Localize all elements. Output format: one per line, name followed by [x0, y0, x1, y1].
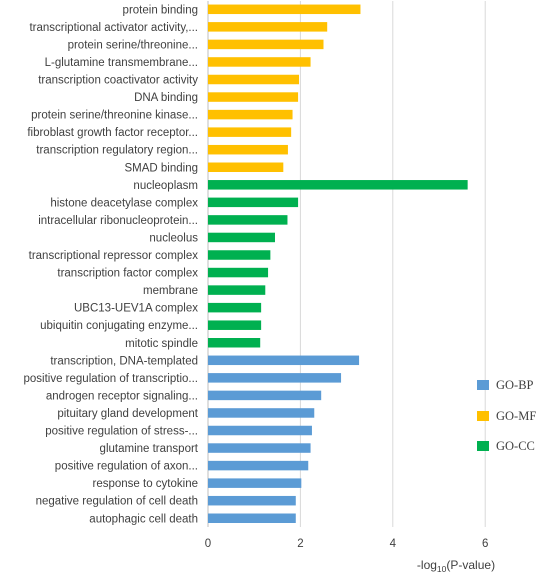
gridlines [207, 1, 486, 527]
bars [208, 4, 468, 523]
x-tick-label: 4 [390, 538, 397, 550]
bar [208, 390, 322, 401]
category-label: transcription factor complex [57, 268, 198, 280]
bar [208, 92, 299, 102]
category-label: membrane [143, 285, 198, 297]
x-axis-title-prefix: -log [417, 558, 437, 572]
category-label: positive regulation of axon... [55, 461, 198, 473]
bar [208, 74, 300, 85]
category-label: protein serine/threonine... [68, 39, 198, 51]
category-label: L-glutamine transmembrane... [45, 57, 198, 69]
category-label: response to cytokine [93, 478, 198, 490]
bar [208, 57, 311, 67]
bar [208, 22, 328, 32]
legend-label: GO-BP [496, 378, 534, 392]
bar [208, 39, 324, 50]
bar [208, 320, 262, 330]
category-label: SMAD binding [124, 162, 198, 174]
category-label: positive regulation of transcriptio... [23, 373, 198, 385]
x-tick-label: 6 [482, 538, 488, 550]
category-label: nucleolus [149, 232, 198, 244]
category-label: androgen receptor signaling... [46, 390, 198, 402]
bar [208, 478, 302, 488]
x-tick-labels: 0 2 4 6 [205, 538, 489, 550]
category-label: protein serine/threonine kinase... [31, 110, 198, 122]
legend-label: GO-MF [496, 409, 536, 423]
category-label: transcription coactivator activity [38, 75, 198, 87]
bar [208, 425, 312, 436]
bar [208, 144, 288, 155]
category-label: nucleoplasm [133, 180, 198, 192]
x-tick-label: 2 [297, 538, 303, 550]
bar [208, 215, 288, 225]
x-tick-label: 0 [205, 538, 211, 550]
category-label: histone deacetylase complex [50, 197, 198, 209]
category-label: fibroblast growth factor receptor... [27, 127, 198, 139]
category-label: negative regulation of cell death [36, 496, 198, 508]
category-label: mitotic spindle [125, 338, 198, 350]
category-label: glutamine transport [100, 443, 199, 455]
bar [208, 285, 266, 295]
bar [208, 197, 299, 208]
bar [208, 232, 275, 243]
bar [208, 267, 269, 278]
bar [208, 443, 311, 453]
bar [208, 408, 315, 418]
bar [208, 162, 284, 172]
category-label: transcriptional repressor complex [29, 250, 199, 262]
category-label: transcription regulatory region... [36, 145, 198, 157]
bar [208, 338, 261, 348]
bar [208, 460, 309, 471]
x-axis-title: -log10(P-value) [417, 558, 495, 574]
bar [208, 109, 293, 120]
category-label: pituitary gland development [57, 408, 198, 420]
category-labels: protein binding transcriptional activator… [23, 4, 198, 525]
bar [208, 180, 468, 190]
legend-swatch [477, 441, 489, 451]
bar [208, 4, 361, 15]
bar [208, 513, 296, 523]
legend-swatch [477, 380, 489, 390]
bar [208, 250, 271, 260]
x-axis-title-suffix: (P-value) [446, 558, 495, 572]
category-label: positive regulation of stress-... [45, 426, 198, 438]
category-label: transcriptional activator activity,... [29, 22, 198, 34]
bar [208, 302, 262, 313]
legend-swatch [477, 411, 489, 421]
x-axis-title-subscript: 10 [437, 564, 447, 574]
category-label: autophagic cell death [89, 513, 198, 525]
bar [208, 127, 292, 137]
bar [208, 373, 342, 383]
category-label: transcription, DNA-templated [50, 355, 198, 367]
category-label: DNA binding [134, 92, 198, 104]
bar [208, 495, 296, 506]
category-label: UBC13-UEV1A complex [74, 303, 198, 315]
bar [208, 355, 360, 366]
category-label: ubiquitin conjugating enzyme... [40, 320, 198, 332]
legend: GO-BP GO-MF GO-CC [477, 378, 536, 453]
legend-label: GO-CC [496, 439, 535, 453]
category-label: intracellular ribonucleoprotein... [38, 215, 198, 227]
category-label: protein binding [123, 4, 198, 16]
